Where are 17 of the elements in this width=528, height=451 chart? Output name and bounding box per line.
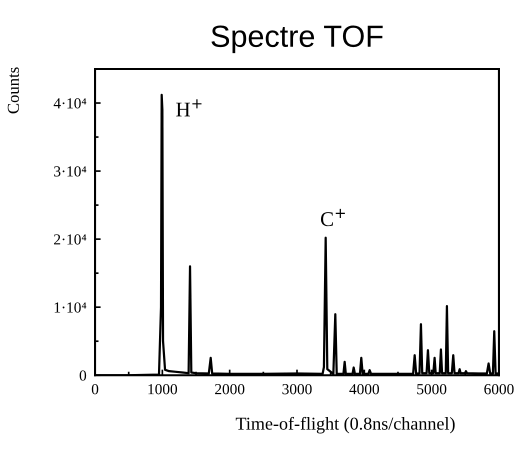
x-tick-label: 4000: [349, 384, 380, 394]
y-tick-label: 0: [80, 370, 86, 381]
annotation: C$^{+}$: [320, 208, 345, 226]
x-tick-label: 0: [92, 384, 98, 394]
y-axis-title: Counts: [8, 67, 19, 114]
y-tick-label: 1·10⁴: [54, 302, 86, 313]
chart-title: Spectre TOF: [211, 25, 383, 54]
annotation: H$^{+}$: [176, 99, 202, 116]
y-tick-label: 2·10⁴: [54, 234, 86, 245]
x-tick-label: 1000: [148, 384, 178, 394]
x-tick-label: 3000: [282, 384, 312, 394]
x-tick-label: 5000: [417, 384, 446, 394]
y-tick-label: 4·10⁴: [54, 98, 86, 108]
x-tick-label: 6000: [484, 384, 514, 394]
x-tick-label: 2000: [215, 384, 244, 394]
x-axis-title: Time-of-flight (0.8ns/channel): [236, 416, 455, 434]
y-tick-label: 3·10⁴: [54, 166, 86, 177]
